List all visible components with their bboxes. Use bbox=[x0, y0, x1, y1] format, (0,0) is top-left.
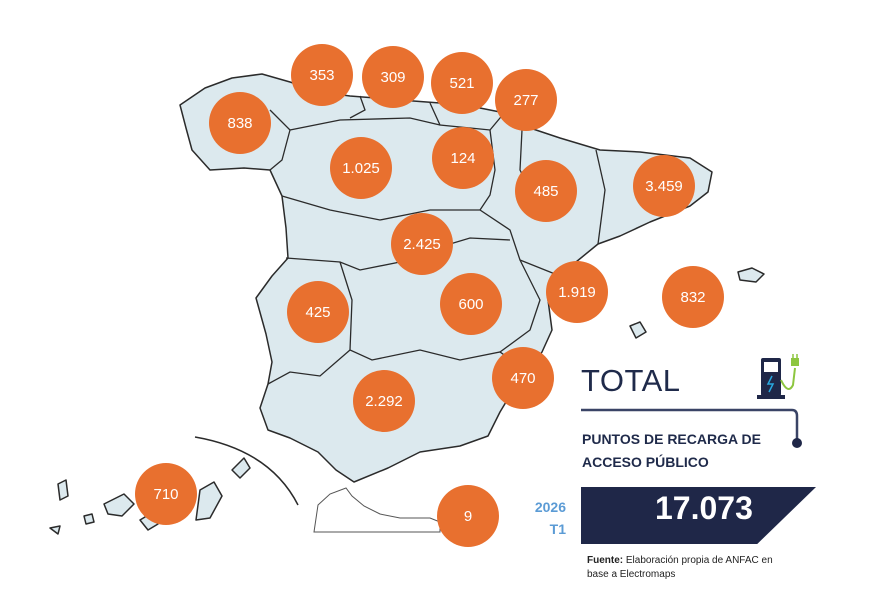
canary-gomera bbox=[83, 513, 95, 525]
year: 2026 bbox=[534, 499, 566, 515]
balearic-menorca bbox=[737, 267, 765, 283]
region-value-bubble: 521 bbox=[431, 52, 493, 114]
region-value-bubble: 485 bbox=[515, 160, 577, 222]
region-value-bubble: 2.292 bbox=[353, 370, 415, 432]
canary-tenerife bbox=[103, 493, 135, 517]
region-value-bubble: 277 bbox=[495, 69, 557, 131]
region-value-bubble: 9 bbox=[437, 485, 499, 547]
region-value-bubble: 425 bbox=[287, 281, 349, 343]
region-value-bubble: 710 bbox=[135, 463, 197, 525]
canary-fuerteventura bbox=[195, 481, 223, 521]
region-value-bubble: 600 bbox=[440, 273, 502, 335]
connector-line bbox=[581, 408, 799, 440]
region-value-bubble: 470 bbox=[492, 347, 554, 409]
region-value-bubble: 1.025 bbox=[330, 137, 392, 199]
region-value-bubble: 838 bbox=[209, 92, 271, 154]
subtitle-line-2: ACCESO PÚBLICO bbox=[582, 454, 709, 470]
balearic-ibiza bbox=[629, 321, 647, 339]
source-text: Elaboración propia de ANFAC en bbox=[623, 555, 773, 566]
region-value-bubble: 124 bbox=[432, 127, 494, 189]
subtitle: PUNTOS DE RECARGA DE ACCESO PÚBLICO bbox=[582, 428, 761, 474]
total-value: 17.073 bbox=[655, 490, 753, 526]
canary-lanzarote bbox=[231, 457, 251, 479]
ceuta-melilla-inset bbox=[313, 487, 441, 533]
subtitle-line-1: PUNTOS DE RECARGA DE bbox=[582, 431, 761, 447]
source-note: Fuente: Elaboración propia de ANFAC en b… bbox=[587, 554, 773, 582]
canary-la-palma bbox=[57, 479, 69, 501]
region-value-bubble: 353 bbox=[291, 44, 353, 106]
region-value-bubble: 309 bbox=[362, 46, 424, 108]
region-value-bubble: 2.425 bbox=[391, 213, 453, 275]
source-label: Fuente: bbox=[587, 555, 624, 566]
source-text-2: base a Electromaps bbox=[587, 569, 676, 580]
canary-separator-arc bbox=[194, 436, 299, 506]
region-value-bubble: 3.459 bbox=[633, 155, 695, 217]
connector-dot bbox=[792, 438, 802, 448]
total-title: TOTAL bbox=[581, 363, 681, 398]
region-value-bubble: 1.919 bbox=[546, 261, 608, 323]
region-value-bubble: 832 bbox=[662, 266, 724, 328]
quarter: T1 bbox=[549, 521, 566, 537]
period-label: 2026 T1 bbox=[520, 496, 566, 540]
charging-station-icon bbox=[757, 354, 799, 399]
canary-hierro bbox=[49, 525, 61, 535]
